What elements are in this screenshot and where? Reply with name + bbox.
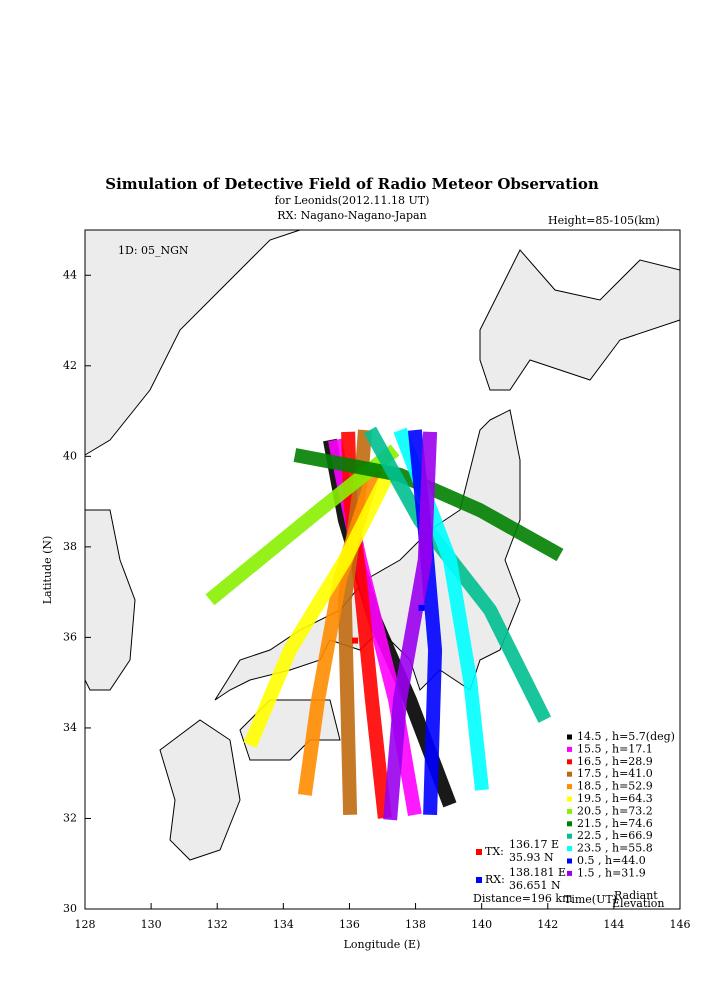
legend-label: 19.5 , h=64.3 (577, 792, 653, 805)
station-lat: 36.651 N (509, 879, 561, 892)
y-tick-label: 40 (63, 449, 77, 462)
track-band (243, 466, 397, 748)
legend-swatch (567, 759, 572, 765)
y-tick-label: 30 (63, 902, 77, 915)
time-label: Time(UT) (564, 893, 617, 906)
station-marker (352, 637, 359, 644)
legend-label: 23.5 , h=55.8 (577, 842, 653, 855)
legend-swatch (567, 846, 572, 852)
y-tick-label: 34 (63, 721, 77, 734)
legend-label: 20.5 , h=73.2 (577, 804, 653, 817)
legend-label: 15.5 , h=17.1 (577, 742, 653, 755)
legend-swatch (567, 808, 572, 814)
distance-label: Distance=196 km (473, 892, 573, 905)
track-band (407, 429, 443, 816)
x-tick-label: 136 (339, 918, 360, 931)
legend-swatch (567, 734, 572, 740)
station-name: TX: (485, 845, 504, 858)
track-band (341, 431, 392, 819)
plot-frame (84, 229, 681, 910)
legend-label: 17.5 , h=41.0 (577, 767, 653, 780)
legend-swatch (567, 833, 572, 839)
legend-label: 22.5 , h=66.9 (577, 829, 653, 842)
station-key (476, 849, 482, 855)
x-tick-label: 130 (141, 918, 162, 931)
y-tick-label: 42 (63, 359, 77, 372)
legend-label: 0.5 , h=44.0 (577, 854, 646, 867)
legend-swatch (567, 870, 572, 876)
legend-swatch (567, 784, 572, 790)
y-tick-label: 44 (63, 268, 77, 281)
track-band (293, 448, 564, 562)
station-lon: 136.17 E (509, 838, 559, 851)
x-tick-label: 146 (670, 918, 691, 931)
legend-swatch (567, 771, 572, 777)
legend-swatch (567, 858, 572, 864)
station-lat: 35.93 N (509, 851, 554, 864)
legend-label: 21.5 , h=74.6 (577, 817, 653, 830)
legend-swatch (567, 821, 572, 827)
station-lon: 138.181 E (509, 866, 566, 879)
station-id: 1D: 05_NGN (118, 244, 189, 257)
x-tick-label: 142 (537, 918, 558, 931)
legend-label: 1.5 , h=31.9 (577, 866, 646, 879)
track-band (383, 431, 438, 821)
x-tick-label: 140 (471, 918, 492, 931)
x-tick-label: 128 (75, 918, 96, 931)
x-tick-label: 132 (207, 918, 228, 931)
x-tick-label: 134 (273, 918, 294, 931)
height-note: Height=85-105(km) (548, 214, 660, 227)
y-axis-label: Latitude (N) (41, 536, 54, 605)
chart-title: Simulation of Detective Field of Radio M… (105, 175, 599, 193)
y-tick-label: 36 (63, 630, 77, 643)
legend-swatch (567, 796, 572, 802)
station-marker (418, 604, 425, 611)
receiver-label: RX: Nagano-Nagano-Japan (277, 209, 426, 222)
x-tick-label: 144 (603, 918, 624, 931)
chart-subtitle: for Leonids(2012.11.18 UT) (275, 194, 430, 207)
elevation-label: Elevation (612, 897, 664, 910)
station-key (476, 877, 482, 883)
y-tick-label: 38 (63, 540, 77, 553)
x-tick-label: 138 (405, 918, 426, 931)
elevation-label: Radiant (614, 889, 658, 902)
land (84, 229, 681, 861)
station-name: RX: (485, 873, 505, 886)
x-axis-label: Longitude (E) (344, 938, 421, 951)
legend-label: 14.5 , h=5.7(deg) (577, 730, 675, 743)
y-tick-label: 32 (63, 811, 77, 824)
legend-label: 18.5 , h=52.9 (577, 780, 653, 793)
legend-label: 16.5 , h=28.9 (577, 755, 653, 768)
legend-swatch (567, 746, 572, 752)
